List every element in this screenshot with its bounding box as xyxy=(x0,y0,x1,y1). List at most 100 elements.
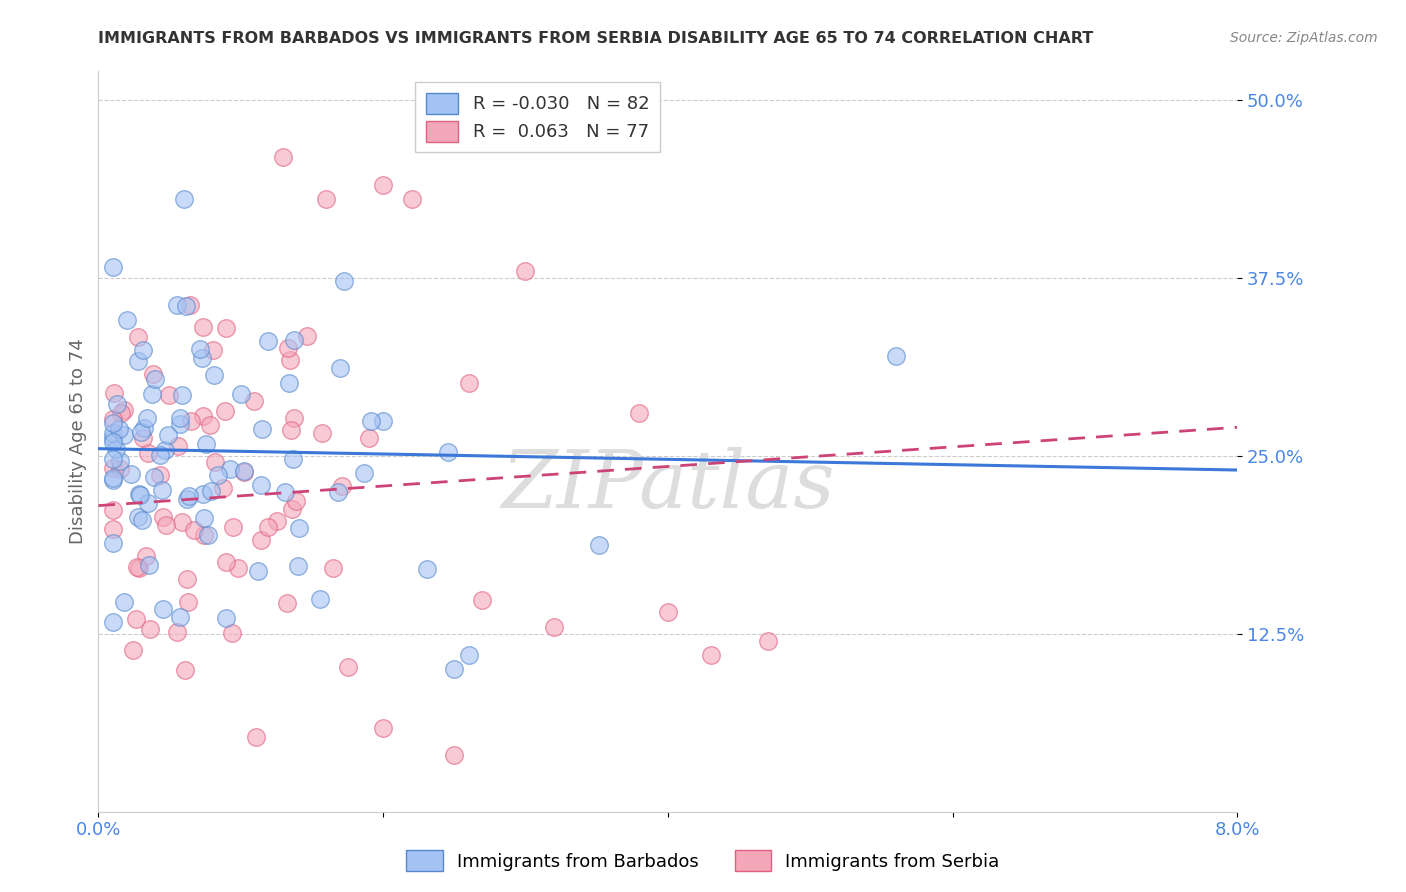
Point xyxy=(101,435,124,450)
Point xyxy=(101,425,124,440)
Point xyxy=(278,353,301,368)
Point xyxy=(169,417,191,431)
Point xyxy=(353,467,375,481)
Point xyxy=(588,537,610,551)
Point xyxy=(273,150,295,164)
Point xyxy=(149,468,172,483)
Point xyxy=(252,422,274,436)
Point xyxy=(101,615,124,630)
Point xyxy=(280,423,302,437)
Point xyxy=(329,361,352,376)
Point xyxy=(138,558,160,572)
Point xyxy=(152,509,174,524)
Point xyxy=(191,487,214,501)
Point xyxy=(101,473,124,487)
Point xyxy=(243,393,266,408)
Point xyxy=(543,619,565,633)
Point xyxy=(191,409,214,423)
Point xyxy=(183,524,205,538)
Point xyxy=(308,591,330,606)
Point xyxy=(311,425,333,440)
Point xyxy=(153,443,176,458)
Point xyxy=(211,481,233,495)
Point xyxy=(436,444,458,458)
Point xyxy=(122,643,145,657)
Point xyxy=(257,520,280,534)
Point xyxy=(283,334,305,348)
Point xyxy=(250,533,273,547)
Point xyxy=(105,396,128,410)
Point xyxy=(256,334,278,349)
Point xyxy=(337,660,360,674)
Text: ZIPatlas: ZIPatlas xyxy=(501,447,835,524)
Point xyxy=(142,470,165,484)
Point xyxy=(101,412,124,426)
Point xyxy=(166,298,188,312)
Point xyxy=(156,428,179,442)
Point xyxy=(315,193,337,207)
Point xyxy=(125,559,148,574)
Point xyxy=(276,342,298,356)
Point xyxy=(101,460,124,475)
Point xyxy=(287,559,309,574)
Point xyxy=(127,509,149,524)
Point xyxy=(112,428,135,442)
Point xyxy=(141,387,163,401)
Point xyxy=(149,448,172,462)
Point xyxy=(101,536,124,550)
Point xyxy=(233,464,256,478)
Point xyxy=(112,402,135,417)
Point xyxy=(233,465,256,479)
Point xyxy=(202,368,225,382)
Point xyxy=(245,731,267,745)
Point xyxy=(101,260,124,275)
Text: IMMIGRANTS FROM BARBADOS VS IMMIGRANTS FROM SERBIA DISABILITY AGE 65 TO 74 CORRE: IMMIGRANTS FROM BARBADOS VS IMMIGRANTS F… xyxy=(98,31,1094,46)
Point xyxy=(628,406,651,420)
Point xyxy=(274,485,297,500)
Point xyxy=(188,342,211,356)
Point xyxy=(416,562,439,576)
Point xyxy=(131,512,153,526)
Point xyxy=(117,313,139,327)
Point xyxy=(166,625,188,640)
Point xyxy=(155,518,177,533)
Legend: Immigrants from Barbados, Immigrants from Serbia: Immigrants from Barbados, Immigrants fro… xyxy=(399,843,1007,879)
Point xyxy=(127,353,149,368)
Point xyxy=(125,612,148,626)
Point xyxy=(101,432,124,446)
Point xyxy=(128,487,150,501)
Point xyxy=(280,501,302,516)
Point xyxy=(101,471,124,485)
Point xyxy=(176,492,198,507)
Point xyxy=(101,502,124,516)
Point xyxy=(756,633,779,648)
Point xyxy=(180,413,202,427)
Point xyxy=(214,404,236,418)
Point xyxy=(127,330,149,344)
Point xyxy=(142,368,165,382)
Point xyxy=(101,416,124,430)
Point xyxy=(169,610,191,624)
Point xyxy=(173,193,195,207)
Point xyxy=(471,593,494,607)
Point xyxy=(283,410,305,425)
Point xyxy=(202,343,225,357)
Point xyxy=(195,437,218,451)
Point xyxy=(197,528,219,542)
Point xyxy=(176,572,198,586)
Point xyxy=(101,522,124,536)
Point xyxy=(172,516,194,530)
Point xyxy=(131,425,153,439)
Point xyxy=(371,721,394,735)
Point xyxy=(129,488,152,502)
Point xyxy=(101,452,124,467)
Point xyxy=(135,549,157,563)
Legend: R = -0.030   N = 82, R =  0.063   N = 77: R = -0.030 N = 82, R = 0.063 N = 77 xyxy=(415,82,661,153)
Point xyxy=(108,454,131,468)
Point xyxy=(177,489,200,503)
Point xyxy=(200,417,222,432)
Point xyxy=(371,178,394,193)
Point xyxy=(295,328,318,343)
Point xyxy=(515,263,537,277)
Point xyxy=(136,496,159,510)
